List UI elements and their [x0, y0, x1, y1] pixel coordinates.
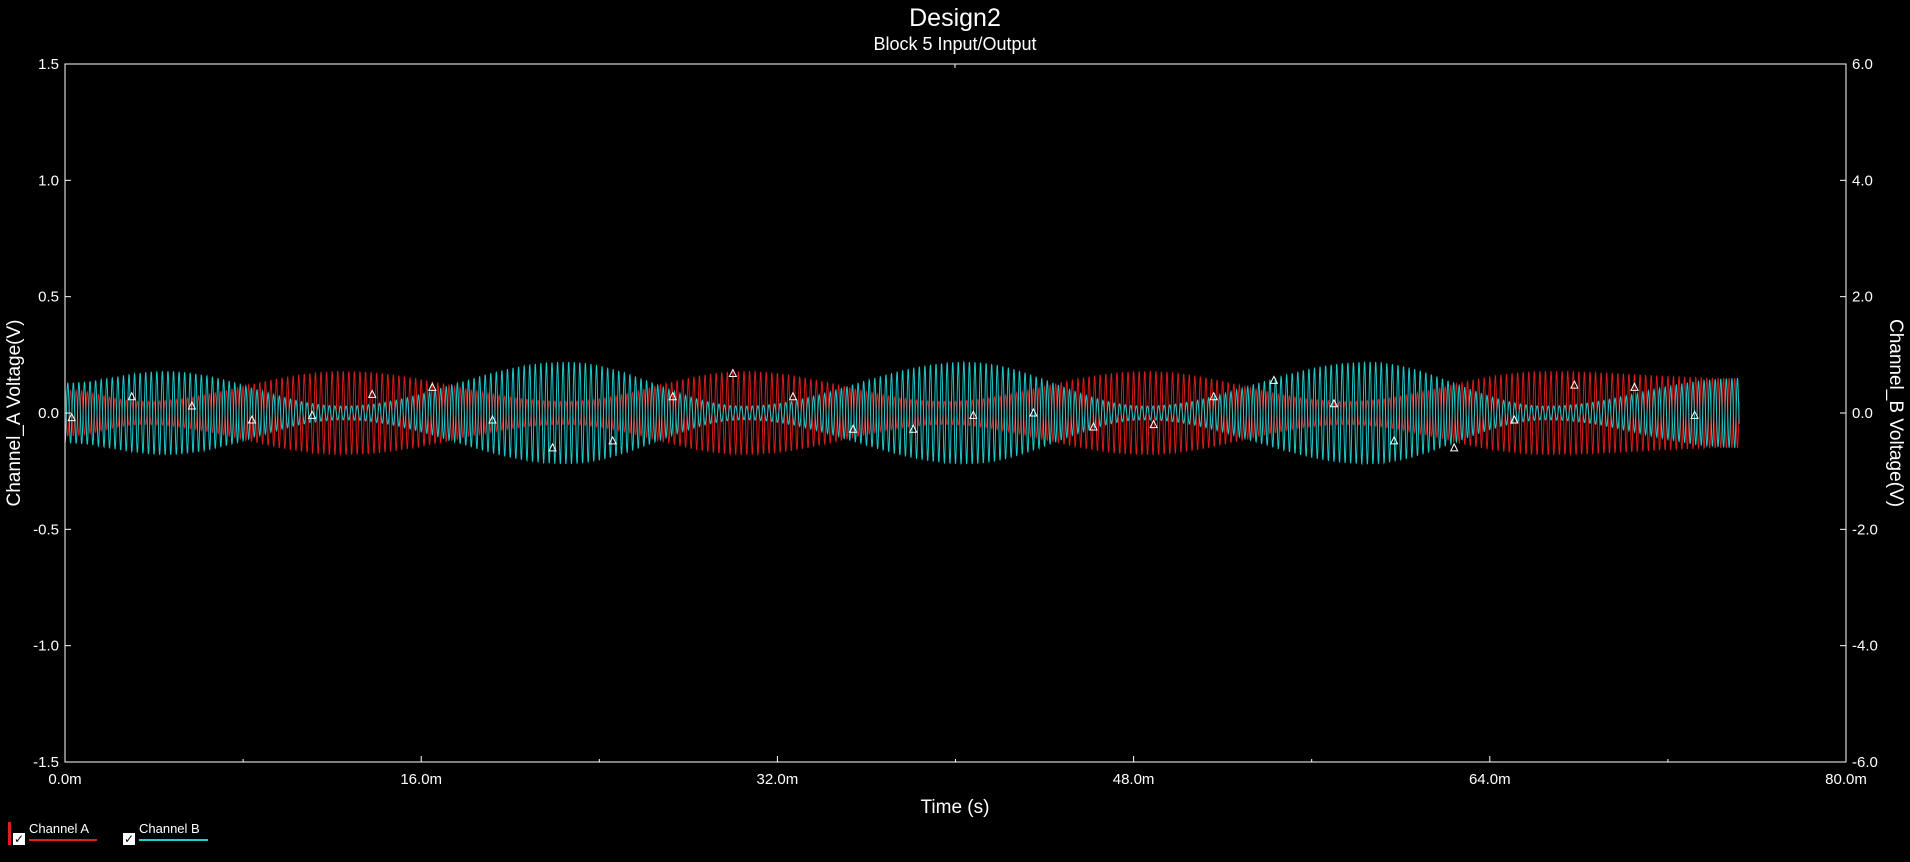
x-axis-label: Time (s)	[921, 797, 990, 818]
y-left-tick-label: 0.5	[38, 289, 59, 306]
chart-title: Design2	[909, 4, 1001, 32]
data-marker	[1449, 442, 1459, 452]
series-line-channel-b	[64, 360, 1740, 466]
data-marker	[969, 410, 978, 419]
data-marker	[1209, 391, 1219, 401]
data-marker	[728, 368, 738, 377]
data-marker	[1269, 375, 1279, 384]
data-marker	[908, 424, 918, 433]
checkbox-channel-b[interactable]: ✓	[123, 832, 135, 846]
data-marker	[548, 442, 557, 452]
data-marker	[848, 424, 858, 433]
x-tick-label: 0.0m	[48, 771, 81, 788]
y-axis-left-label: Channel_A Voltage(V)	[4, 320, 25, 507]
y-right-tick-label: -6.0	[1852, 754, 1878, 771]
series-layer	[64, 360, 1740, 466]
y-left-tick-label: -1.0	[33, 638, 59, 655]
data-marker	[1089, 421, 1098, 431]
data-marker	[307, 410, 317, 419]
legend-item-channel-b[interactable]: ✓ Channel B	[123, 822, 208, 845]
y-left-tick-label: -0.5	[33, 521, 59, 538]
data-marker	[1389, 435, 1399, 445]
data-marker	[788, 391, 798, 401]
data-marker	[608, 435, 617, 445]
y-left-tick-label: 0.0	[38, 405, 59, 422]
data-marker	[187, 400, 197, 410]
data-marker	[1149, 419, 1158, 429]
y-left-tick-label: -1.5	[33, 754, 59, 771]
data-marker	[247, 414, 257, 424]
y-left-tick-label: 1.0	[38, 172, 59, 189]
x-tick-label: 16.0m	[400, 771, 442, 788]
plot-frame	[64, 63, 1847, 763]
y-axis-right-label: Channel_B Voltage(V)	[1885, 319, 1906, 507]
checkbox-channel-a[interactable]: ✓	[13, 832, 25, 846]
data-marker	[488, 414, 497, 424]
chart-subtitle: Block 5 Input/Output	[873, 34, 1036, 54]
y-right-tick-label: -4.0	[1852, 638, 1878, 655]
data-marker	[127, 391, 137, 401]
legend-label-channel-b: Channel B	[139, 822, 208, 841]
legend-label-channel-a: Channel A	[29, 822, 97, 841]
data-marker	[1509, 414, 1519, 424]
y-right-tick-label: 4.0	[1852, 172, 1873, 189]
data-marker	[1029, 407, 1038, 417]
data-marker	[67, 412, 76, 422]
axis-layer: 0.0m 16.0m 32.0m 48.0m 64.0m 80.0m 1.5 6.0 1.0 4.…	[33, 56, 1878, 788]
data-marker	[668, 391, 678, 401]
y-right-tick-label: 6.0	[1852, 56, 1873, 73]
y-right-tick-label: 2.0	[1852, 289, 1873, 306]
x-tick-label: 64.0m	[1469, 771, 1511, 788]
marker-layer	[67, 368, 1699, 452]
data-marker	[1570, 379, 1579, 389]
y-right-tick-label: 0.0	[1852, 405, 1873, 422]
data-marker	[428, 382, 437, 391]
y-right-tick-label: -2.0	[1852, 521, 1878, 538]
data-marker	[367, 389, 377, 398]
x-tick-label: 48.0m	[1113, 771, 1155, 788]
y-left-tick-label: 1.5	[38, 56, 59, 73]
legend: ✓ Channel A ✓ Channel B	[8, 822, 208, 848]
data-marker	[1329, 398, 1339, 408]
x-tick-label: 32.0m	[757, 771, 799, 788]
data-marker	[1690, 410, 1699, 419]
x-tick-label: 80.0m	[1825, 771, 1867, 788]
legend-item-channel-a[interactable]: ✓ Channel A	[8, 822, 97, 845]
series-line-channel-a	[64, 369, 1740, 457]
data-marker	[1630, 382, 1639, 391]
